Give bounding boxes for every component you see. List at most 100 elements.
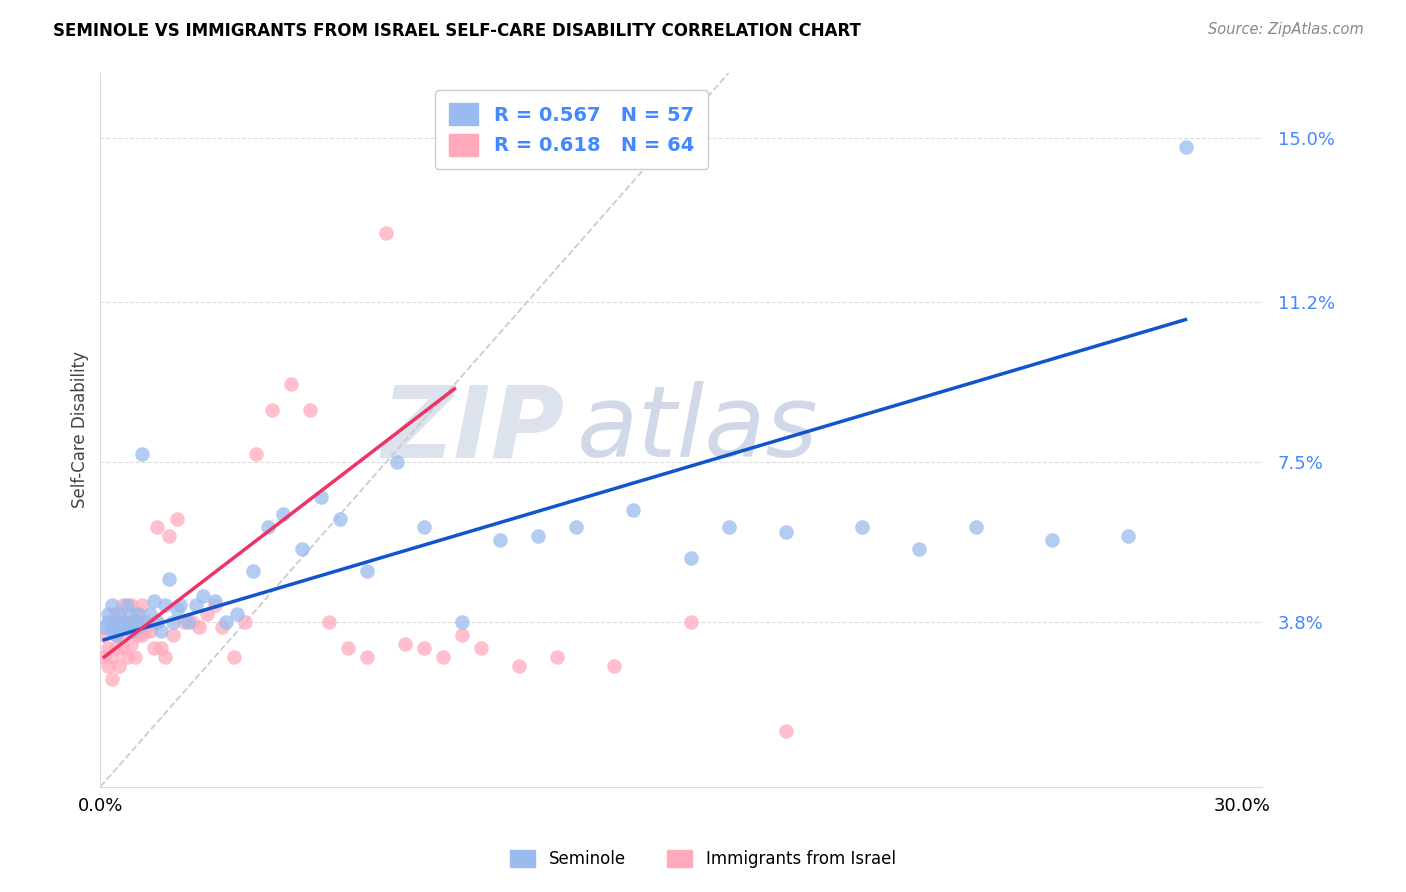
Point [120, 615, 142, 630]
Point [1118, 529, 1140, 543]
Point [104, 628, 127, 642]
Point [280, 377, 302, 392]
Point [100, 624, 122, 638]
Point [309, 490, 332, 504]
Point [851, 520, 873, 534]
Point [100, 598, 122, 612]
Point [166, 511, 188, 525]
Point [93, 650, 115, 665]
Point [291, 541, 314, 556]
Point [93, 628, 115, 642]
Point [115, 620, 138, 634]
Text: SEMINOLE VS IMMIGRANTS FROM ISRAEL SELF-CARE DISABILITY CORRELATION CHART: SEMINOLE VS IMMIGRANTS FROM ISRAEL SELF-… [53, 22, 862, 40]
Point [124, 615, 146, 630]
Point [184, 598, 207, 612]
Point [188, 620, 211, 634]
Point [329, 511, 352, 525]
Point [120, 607, 142, 621]
Point [150, 641, 173, 656]
Point [108, 620, 131, 634]
Point [139, 624, 162, 638]
Point [153, 598, 176, 612]
Point [257, 520, 280, 534]
Point [387, 455, 409, 469]
Point [166, 602, 188, 616]
Point [470, 641, 492, 656]
Point [298, 403, 321, 417]
Point [108, 628, 131, 642]
Point [679, 615, 702, 630]
Point [127, 607, 149, 621]
Point [104, 628, 127, 642]
Point [413, 520, 436, 534]
Point [271, 508, 294, 522]
Point [451, 628, 474, 642]
Point [775, 524, 797, 539]
Point [356, 650, 378, 665]
Point [127, 620, 149, 634]
Point [527, 529, 550, 543]
Point [127, 615, 149, 630]
Point [115, 598, 138, 612]
Point [508, 658, 530, 673]
Point [139, 607, 162, 621]
Point [336, 641, 359, 656]
Point [394, 637, 416, 651]
Point [623, 503, 645, 517]
Point [115, 615, 138, 630]
Point [100, 650, 122, 665]
Point [97, 658, 120, 673]
Point [120, 598, 142, 612]
Point [93, 620, 115, 634]
Point [260, 403, 283, 417]
Point [195, 607, 218, 621]
Point [108, 607, 131, 621]
Point [146, 615, 169, 630]
Point [211, 620, 233, 634]
Point [104, 615, 127, 630]
Point [150, 624, 173, 638]
Point [131, 628, 153, 642]
Point [104, 641, 127, 656]
Point [100, 615, 122, 630]
Point [115, 650, 138, 665]
Point [222, 650, 245, 665]
Point [1040, 533, 1063, 548]
Point [104, 607, 127, 621]
Point [173, 615, 195, 630]
Point [180, 615, 202, 630]
Point [565, 520, 588, 534]
Text: Source: ZipAtlas.com: Source: ZipAtlas.com [1208, 22, 1364, 37]
Point [120, 624, 142, 638]
Point [204, 598, 226, 612]
Y-axis label: Self-Care Disability: Self-Care Disability [72, 351, 89, 508]
Point [489, 533, 512, 548]
Point [775, 723, 797, 738]
Point [374, 226, 396, 240]
Point [965, 520, 987, 534]
Text: ZIP: ZIP [382, 382, 565, 478]
Point [120, 637, 142, 651]
Point [131, 598, 153, 612]
Point [127, 607, 149, 621]
Text: atlas: atlas [576, 382, 818, 478]
Point [108, 658, 131, 673]
Point [142, 641, 165, 656]
Point [226, 607, 249, 621]
Point [451, 615, 474, 630]
Point [204, 594, 226, 608]
Point [124, 650, 146, 665]
Point [215, 615, 238, 630]
Point [245, 447, 267, 461]
Point [108, 607, 131, 621]
Point [135, 620, 157, 634]
Point [146, 615, 169, 630]
Legend: R = 0.567   N = 57, R = 0.618   N = 64: R = 0.567 N = 57, R = 0.618 N = 64 [436, 90, 707, 169]
Point [356, 564, 378, 578]
Point [908, 541, 931, 556]
Point [146, 520, 169, 534]
Point [1174, 139, 1197, 153]
Point [112, 615, 135, 630]
Point [112, 641, 135, 656]
Point [112, 598, 135, 612]
